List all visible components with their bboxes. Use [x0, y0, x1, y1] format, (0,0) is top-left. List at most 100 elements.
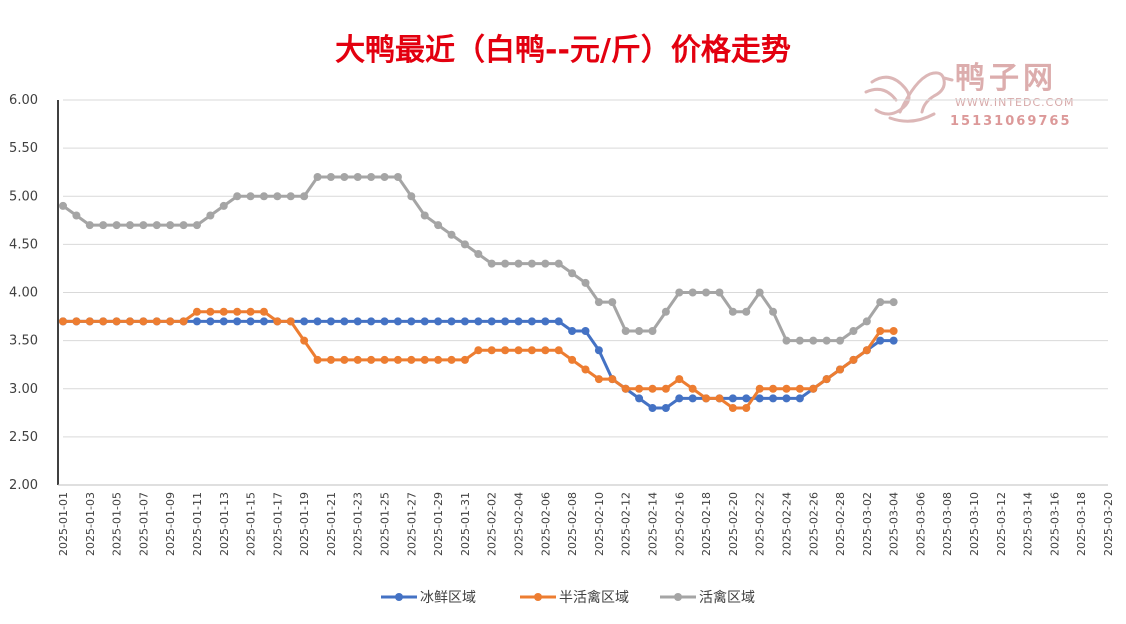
x-tick-label: 2025-02-10	[593, 492, 606, 556]
x-tick-label: 2025-01-25	[379, 492, 392, 556]
x-tick-label: 2025-01-05	[111, 492, 124, 556]
data-point	[420, 355, 429, 364]
data-point	[581, 278, 590, 287]
data-point	[99, 317, 108, 326]
data-point	[326, 317, 335, 326]
data-point	[125, 317, 134, 326]
data-point	[621, 384, 630, 393]
data-point	[675, 375, 684, 384]
y-tick-label: 4.00	[9, 286, 38, 301]
legend-label: 活禽区域	[699, 589, 755, 606]
data-point	[581, 327, 590, 335]
x-tick-label: 2025-01-23	[352, 492, 365, 556]
x-tick-label: 2025-03-04	[888, 492, 901, 556]
data-point	[635, 327, 644, 335]
y-tick-label: 3.00	[9, 382, 38, 397]
data-point	[340, 317, 349, 326]
data-point	[876, 298, 885, 307]
data-point	[501, 346, 510, 355]
data-point	[407, 192, 416, 201]
data-point	[568, 269, 577, 278]
data-point	[340, 355, 349, 364]
data-point	[849, 355, 858, 364]
x-tick-label: 2025-02-12	[620, 492, 633, 556]
x-tick-label: 2025-01-07	[137, 492, 150, 556]
data-point	[179, 317, 188, 326]
data-point	[608, 298, 617, 307]
data-point	[206, 211, 215, 220]
data-point	[889, 327, 898, 335]
data-point	[862, 317, 871, 326]
data-point	[380, 355, 389, 364]
x-tick-label: 2025-03-20	[1102, 492, 1115, 556]
data-point	[715, 394, 724, 403]
data-point	[259, 192, 268, 201]
data-point	[112, 221, 121, 230]
data-point	[876, 327, 885, 335]
data-point	[795, 384, 804, 393]
data-point	[889, 298, 898, 307]
data-point	[849, 327, 858, 335]
data-point	[541, 317, 550, 326]
data-point	[889, 336, 898, 345]
data-point	[675, 394, 684, 403]
legend-item: 半活禽区域	[520, 589, 629, 606]
data-point	[434, 221, 443, 230]
watermark-url: WWW.INTEDC.COM	[955, 96, 1074, 109]
x-tick-label: 2025-02-16	[673, 492, 686, 556]
data-point	[326, 355, 335, 364]
x-tick-label: 2025-02-26	[807, 492, 820, 556]
x-tick-label: 2025-01-09	[164, 492, 177, 556]
data-point	[702, 394, 711, 403]
data-point	[648, 384, 657, 393]
data-point	[393, 355, 402, 364]
data-point	[259, 307, 268, 316]
data-point	[661, 384, 670, 393]
legend-item: 冰鲜区域	[381, 590, 476, 606]
data-point	[661, 404, 670, 412]
legend-marker	[534, 593, 542, 601]
data-point	[434, 317, 443, 326]
data-point	[367, 173, 376, 181]
data-point	[313, 173, 322, 181]
x-tick-label: 2025-01-19	[298, 492, 311, 556]
data-point	[755, 288, 764, 297]
data-point	[326, 173, 335, 181]
y-axis: 2.00 2.50 3.00 3.50 4.00 4.50 5.00 5.50 6.00	[9, 93, 59, 493]
data-point	[206, 307, 215, 316]
x-tick-label: 2025-01-29	[432, 492, 445, 556]
data-point	[728, 307, 737, 316]
data-point	[353, 173, 362, 181]
watermark: 鸭子网 WWW.INTEDC.COM 15131069765	[864, 61, 1074, 129]
data-point	[59, 201, 67, 210]
data-point	[621, 327, 630, 335]
data-point	[59, 317, 67, 326]
data-point	[514, 317, 523, 326]
data-point	[809, 336, 818, 345]
grid	[63, 99, 1108, 438]
data-point	[581, 365, 590, 374]
data-point	[300, 192, 309, 201]
data-point	[809, 384, 818, 393]
x-tick-label: 2025-03-02	[861, 492, 874, 556]
x-tick-label: 2025-02-22	[754, 492, 767, 556]
data-point	[460, 355, 469, 364]
data-point	[541, 259, 550, 268]
data-point	[219, 317, 228, 326]
data-point	[635, 394, 644, 403]
data-point	[594, 375, 603, 384]
x-tick-label: 2025-01-03	[84, 492, 97, 556]
data-point	[393, 173, 402, 181]
data-point	[380, 317, 389, 326]
data-point	[527, 259, 536, 268]
x-tick-label: 2025-01-11	[191, 492, 204, 556]
data-point	[166, 317, 175, 326]
data-point	[460, 240, 469, 249]
data-point	[728, 394, 737, 403]
data-point	[728, 404, 737, 412]
x-tick-label: 2025-02-28	[834, 492, 847, 556]
data-point	[501, 317, 510, 326]
y-tick-label: 2.00	[9, 478, 38, 493]
